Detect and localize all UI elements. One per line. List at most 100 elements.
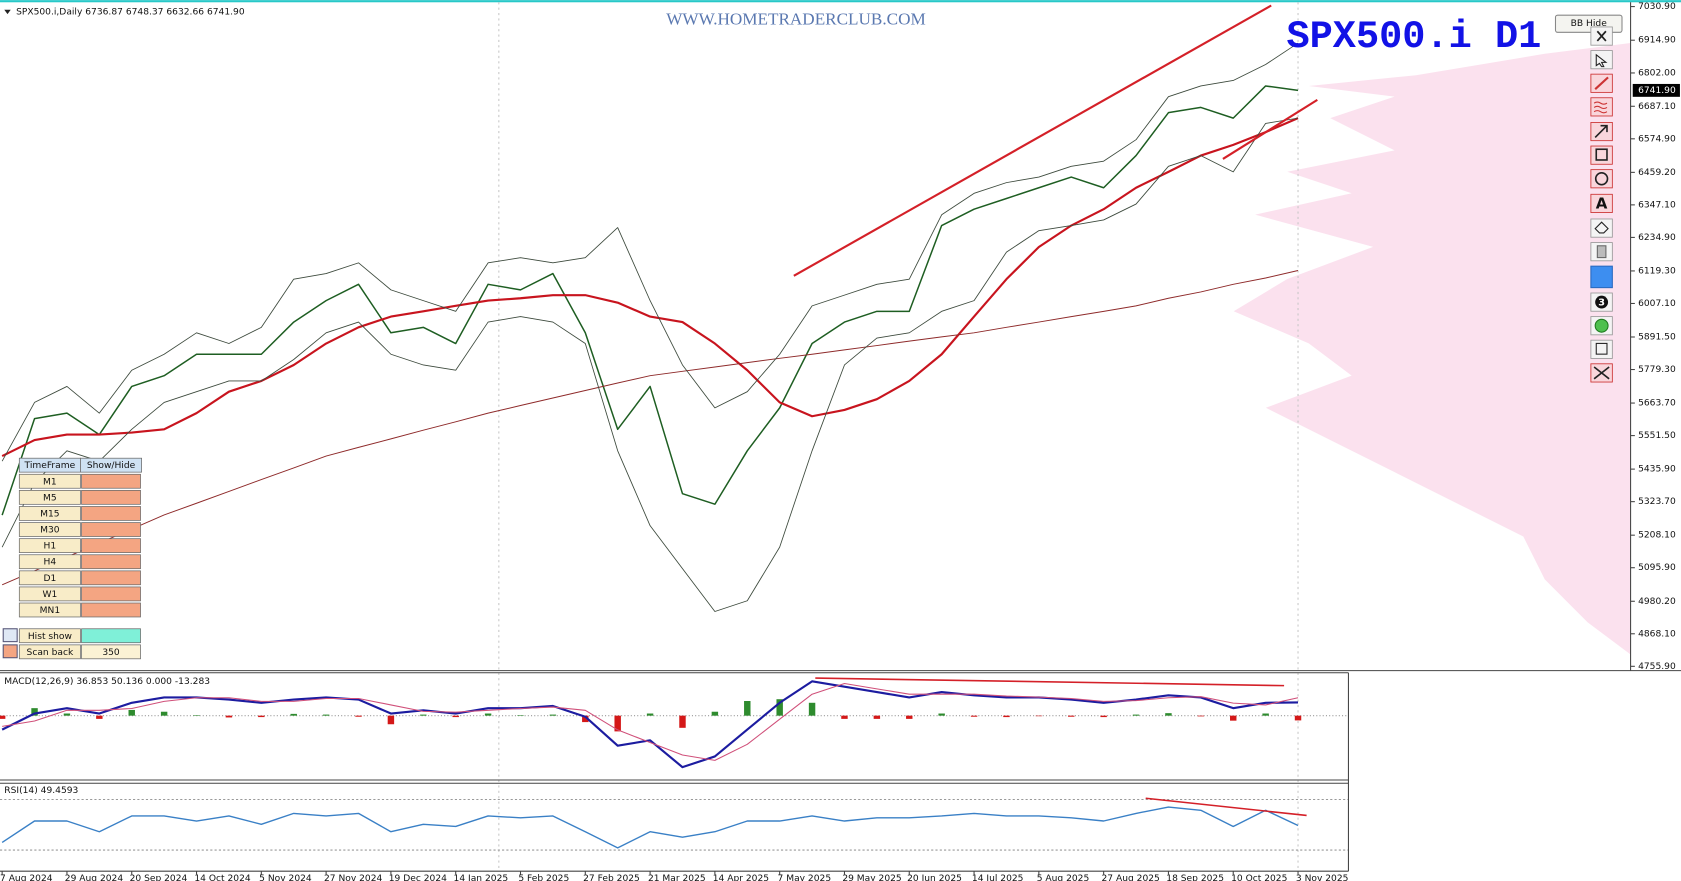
hist-show-cell-label: Hist show <box>28 632 73 642</box>
close-icon <box>1596 30 1607 42</box>
macd-histogram-bar <box>1294 715 1302 721</box>
macd-histogram-bar <box>128 709 135 716</box>
x-tick-label: 14 Oct 2024 <box>194 874 251 881</box>
text-tool[interactable] <box>1590 193 1613 213</box>
timeframe-cell-label: M30 <box>40 526 60 536</box>
indicator-title: MACD(12,26,9) 36.853 50.136 0.000 -13.28… <box>4 677 210 687</box>
toggle-cell[interactable] <box>81 473 141 489</box>
menu-arrow[interactable] <box>4 9 11 15</box>
y-tick-label: 5663.70 <box>1638 399 1676 409</box>
y-tick-label: 4868.10 <box>1638 629 1676 639</box>
panel-header <box>80 457 142 473</box>
timeframe-cell[interactable] <box>18 554 81 570</box>
last-price-box <box>1632 83 1680 97</box>
timeframe-cell[interactable] <box>18 570 81 586</box>
eraser-tool[interactable] <box>1590 218 1613 238</box>
toggle-cell[interactable] <box>81 506 141 521</box>
badge-label: 3 <box>1598 298 1605 309</box>
toggle-cell[interactable] <box>81 490 141 505</box>
timeframe-cell-label: D1 <box>43 574 56 584</box>
hist-toggle[interactable] <box>81 628 141 644</box>
trend-line <box>1145 797 1307 817</box>
toggle-cell[interactable] <box>81 522 141 537</box>
macd-histogram-bar <box>679 715 686 728</box>
x-tick-label: 14 Apr 2025 <box>713 874 769 881</box>
macd-histogram-bar <box>776 699 783 716</box>
scan-back-value[interactable] <box>81 644 141 660</box>
x-tick-label: 18 Sep 2025 <box>1166 874 1224 881</box>
timeframe-cell[interactable] <box>18 473 81 489</box>
ellipse-tool[interactable] <box>1590 169 1613 189</box>
macd-histogram-bar <box>355 715 362 717</box>
timeframe-cell[interactable] <box>18 602 81 618</box>
save-icon <box>1595 342 1608 355</box>
x-tick-label: 5 Nov 2024 <box>259 874 312 881</box>
macd-histogram-bar <box>1165 713 1172 716</box>
macd-histogram-bar <box>452 715 459 718</box>
timeframe-cell[interactable] <box>18 522 81 537</box>
x-tick-label: 10 Oct 2025 <box>1231 874 1287 881</box>
macd-histogram-bar <box>938 713 945 716</box>
timeframe-cell[interactable] <box>18 586 81 602</box>
toggle-cell[interactable] <box>81 538 141 553</box>
toggle-cell[interactable] <box>81 554 141 570</box>
toggle-cell[interactable] <box>81 586 141 602</box>
top-bar <box>0 0 1681 3</box>
timeframe-cell[interactable] <box>18 538 81 553</box>
timeframe-cell-label: M1 <box>43 477 57 487</box>
macd-histogram-bar <box>258 715 265 718</box>
rect-icon <box>1595 148 1608 161</box>
macd-histogram-bar <box>160 711 168 716</box>
color-tool[interactable] <box>1590 265 1613 289</box>
macd-histogram-bar <box>63 713 71 716</box>
last-price-label: 6741.90 <box>1638 86 1676 96</box>
x-tick-label: 3 Nov 2025 <box>1296 874 1349 881</box>
price-line <box>1 42 1299 462</box>
y-tick-label: 6574.90 <box>1638 134 1676 144</box>
macd-histogram-bar <box>1035 715 1043 717</box>
ellipse-icon <box>1594 172 1609 186</box>
timeframe-cell[interactable] <box>18 506 81 521</box>
clock-icon <box>1594 318 1609 333</box>
macd-histogram-bar <box>582 715 589 723</box>
watermark: WWW.HOMETRADERCLUB.COM <box>666 9 926 28</box>
eraser-icon <box>1594 221 1609 234</box>
y-tick-label: 5208.10 <box>1638 531 1676 541</box>
macd-histogram-bar <box>1100 715 1107 718</box>
toggle-cell[interactable] <box>81 570 141 586</box>
macd-histogram-bar <box>1003 715 1010 718</box>
hist-show-cell[interactable] <box>18 628 81 644</box>
x-tick-label: 27 Aug 2025 <box>1102 874 1160 881</box>
scan-back-cell-label: Scan back <box>27 648 74 658</box>
y-tick-label: 4755.90 <box>1638 662 1676 672</box>
macd-histogram-bar <box>225 715 233 718</box>
price-line <box>1 269 1299 586</box>
trend-line <box>793 4 1272 277</box>
toggle-cell[interactable] <box>81 602 141 618</box>
macd-line <box>1 680 1299 769</box>
y-tick-label: 6914.90 <box>1638 36 1676 46</box>
macd-histogram-bar <box>193 715 200 716</box>
macd-histogram-bar <box>484 713 492 716</box>
macd-histogram-bar <box>744 700 751 716</box>
indicator-title: RSI(14) 49.4593 <box>4 786 78 796</box>
macd-histogram-bar <box>1262 713 1269 716</box>
trend-line <box>815 677 1285 687</box>
macd-histogram-bar <box>841 715 848 719</box>
chart-info: SPX500.i,Daily 6736.87 6748.37 6632.66 6… <box>16 7 245 17</box>
timeframe-cell-label: MN1 <box>40 606 60 616</box>
y-tick-label: 5551.50 <box>1638 431 1676 441</box>
y-tick-label: 6802.00 <box>1638 68 1676 78</box>
x-tick-label: 20 Jun 2025 <box>907 874 962 881</box>
chart-title: SPX500.i D1 <box>1286 15 1541 59</box>
y-tick-label: 6347.10 <box>1638 200 1676 210</box>
panel-icon[interactable] <box>2 644 18 659</box>
x-tick-label: 29 Aug 2024 <box>65 874 124 881</box>
rsi-line <box>1 806 1299 849</box>
panel-icon[interactable] <box>2 628 18 643</box>
timeframe-cell[interactable] <box>18 490 81 505</box>
panel-header-label: TimeFrame <box>24 461 76 471</box>
timeframe-panel: TimeFrame Show/Hide M1 M5 M15 M30 H1 H4 D1 W1 MN1 H… <box>2 457 142 660</box>
